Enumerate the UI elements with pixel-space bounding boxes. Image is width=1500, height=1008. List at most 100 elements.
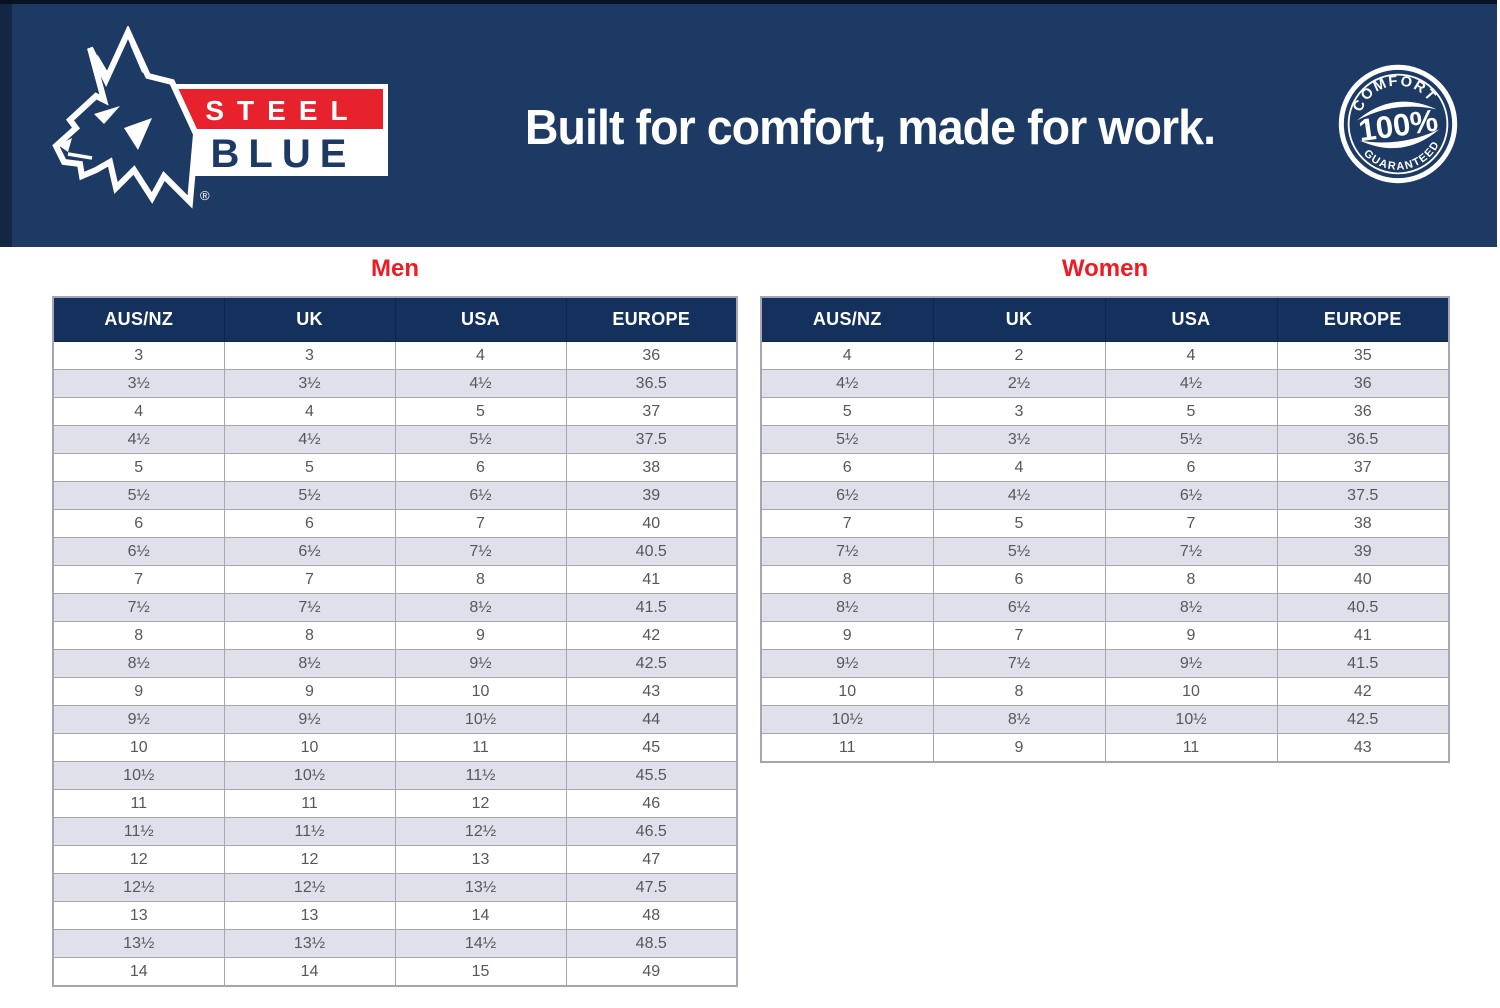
column-header-ausnz: AUS/NZ: [52, 296, 225, 342]
size-cell: 42.5: [565, 649, 738, 678]
size-cell: 9: [1104, 621, 1278, 650]
registered-trademark-symbol: ®: [200, 188, 210, 203]
size-table-row: 4 2 4 35: [760, 341, 1450, 370]
size-cell: 3: [223, 341, 396, 370]
size-cell: 4½: [52, 425, 225, 454]
size-cell: 41: [1276, 621, 1450, 650]
size-cell: 8½: [223, 649, 396, 678]
women-table-title: Women: [1061, 255, 1149, 282]
size-cell: 10½: [760, 705, 934, 734]
column-header-usa: USA: [394, 296, 567, 342]
size-cell: 3½: [52, 369, 225, 398]
size-cell: 6: [760, 453, 934, 482]
size-cell: 9: [223, 677, 396, 706]
size-cell: 35: [1276, 341, 1450, 370]
size-table-row: 3 3 4 36: [52, 341, 738, 370]
size-cell: 8: [52, 621, 225, 650]
size-cell: 5: [52, 453, 225, 482]
size-cell: 6: [223, 509, 396, 538]
size-cell: 5: [394, 397, 567, 426]
size-cell: 3: [932, 397, 1106, 426]
size-cell: 39: [565, 481, 738, 510]
size-cell: 6: [1104, 453, 1278, 482]
size-cell: 11: [394, 733, 567, 762]
size-cell: 10½: [223, 761, 396, 790]
size-cell: 4½: [223, 425, 396, 454]
size-table-row: 10½ 8½ 10½ 42.5: [760, 705, 1450, 734]
size-cell: 11½: [52, 817, 225, 846]
size-cell: 11: [223, 789, 396, 818]
size-cell: 12: [52, 845, 225, 874]
size-cell: 9: [52, 677, 225, 706]
women-size-chart-section: Women AUS/NZ UK USA EUROPE 4 2 4 35 4½ 2½ 4½ 36 5 3 5…: [760, 252, 1450, 763]
size-cell: 15: [394, 957, 567, 987]
size-cell: 36: [565, 341, 738, 370]
steel-blue-logo: STEEL BLUE ®: [50, 24, 410, 221]
size-table-row: 7½ 5½ 7½ 39: [760, 537, 1450, 566]
size-cell: 10½: [52, 761, 225, 790]
size-cell: 11½: [223, 817, 396, 846]
size-cell: 3½: [223, 369, 396, 398]
size-cell: 8½: [394, 593, 567, 622]
size-cell: 9: [760, 621, 934, 650]
size-cell: 11: [760, 733, 934, 763]
size-cell: 7: [223, 565, 396, 594]
size-table-row: 6½ 4½ 6½ 37.5: [760, 481, 1450, 510]
size-cell: 37: [1276, 453, 1450, 482]
size-cell: 4½: [932, 481, 1106, 510]
size-cell: 46.5: [565, 817, 738, 846]
size-cell: 10½: [394, 705, 567, 734]
size-cell: 7½: [223, 593, 396, 622]
size-table-row: 10 8 10 42: [760, 677, 1450, 706]
size-cell: 37.5: [565, 425, 738, 454]
size-cell: 9½: [52, 705, 225, 734]
size-table-row: 5½ 3½ 5½ 36.5: [760, 425, 1450, 454]
size-cell: 7: [932, 621, 1106, 650]
size-cell: 13½: [394, 873, 567, 902]
badge-swoosh-top: [1356, 101, 1437, 121]
size-cell: 4: [1104, 341, 1278, 370]
size-cell: 12: [394, 789, 567, 818]
size-cell: 6½: [1104, 481, 1278, 510]
size-cell: 10½: [1104, 705, 1278, 734]
logo-word-blue: BLUE: [211, 132, 356, 176]
size-table-row: 9 9 10 43: [52, 677, 738, 706]
size-cell: 42: [1276, 677, 1450, 706]
size-cell: 43: [1276, 733, 1450, 763]
column-header-europe: EUROPE: [565, 296, 738, 342]
size-cell: 47: [565, 845, 738, 874]
column-header-usa: USA: [1104, 296, 1278, 342]
size-table-row: 6½ 6½ 7½ 40.5: [52, 537, 738, 566]
size-cell: 4: [52, 397, 225, 426]
size-cell: 40: [565, 509, 738, 538]
size-cell: 4: [932, 453, 1106, 482]
size-cell: 8: [1104, 565, 1278, 594]
size-table-row: 12½ 12½ 13½ 47.5: [52, 873, 738, 902]
size-cell: 7½: [52, 593, 225, 622]
size-cell: 10: [223, 733, 396, 762]
men-size-table: AUS/NZ UK USA EUROPE 3 3 4 36 3½ 3½ 4½ 36.5 4 4 5 37 4½…: [52, 296, 738, 987]
size-cell: 8½: [932, 705, 1106, 734]
logo-word-steel: STEEL: [205, 95, 360, 126]
size-cell: 45: [565, 733, 738, 762]
size-cell: 11: [52, 789, 225, 818]
size-cell: 38: [1276, 509, 1450, 538]
size-cell: 9½: [1104, 649, 1278, 678]
brand-banner: STEEL BLUE ® Built for comfort, made for…: [0, 0, 1497, 247]
size-cell: 7: [394, 509, 567, 538]
size-cell: 4½: [394, 369, 567, 398]
men-table-title: Men: [371, 255, 419, 282]
logo-red-band: [177, 89, 383, 129]
banner-slogan: Built for comfort, made for work.: [524, 101, 1216, 155]
size-cell: 7: [760, 509, 934, 538]
size-table-row: 8½ 6½ 8½ 40.5: [760, 593, 1450, 622]
size-cell: 4: [223, 397, 396, 426]
size-cell: 43: [565, 677, 738, 706]
size-cell: 5: [760, 397, 934, 426]
column-header-uk: UK: [932, 296, 1106, 342]
wolf-head-icon: [52, 24, 200, 209]
size-table-row: 4½ 2½ 4½ 36: [760, 369, 1450, 398]
size-cell: 5½: [1104, 425, 1278, 454]
size-table-row: 11 11 12 46: [52, 789, 738, 818]
size-cell: 42: [565, 621, 738, 650]
